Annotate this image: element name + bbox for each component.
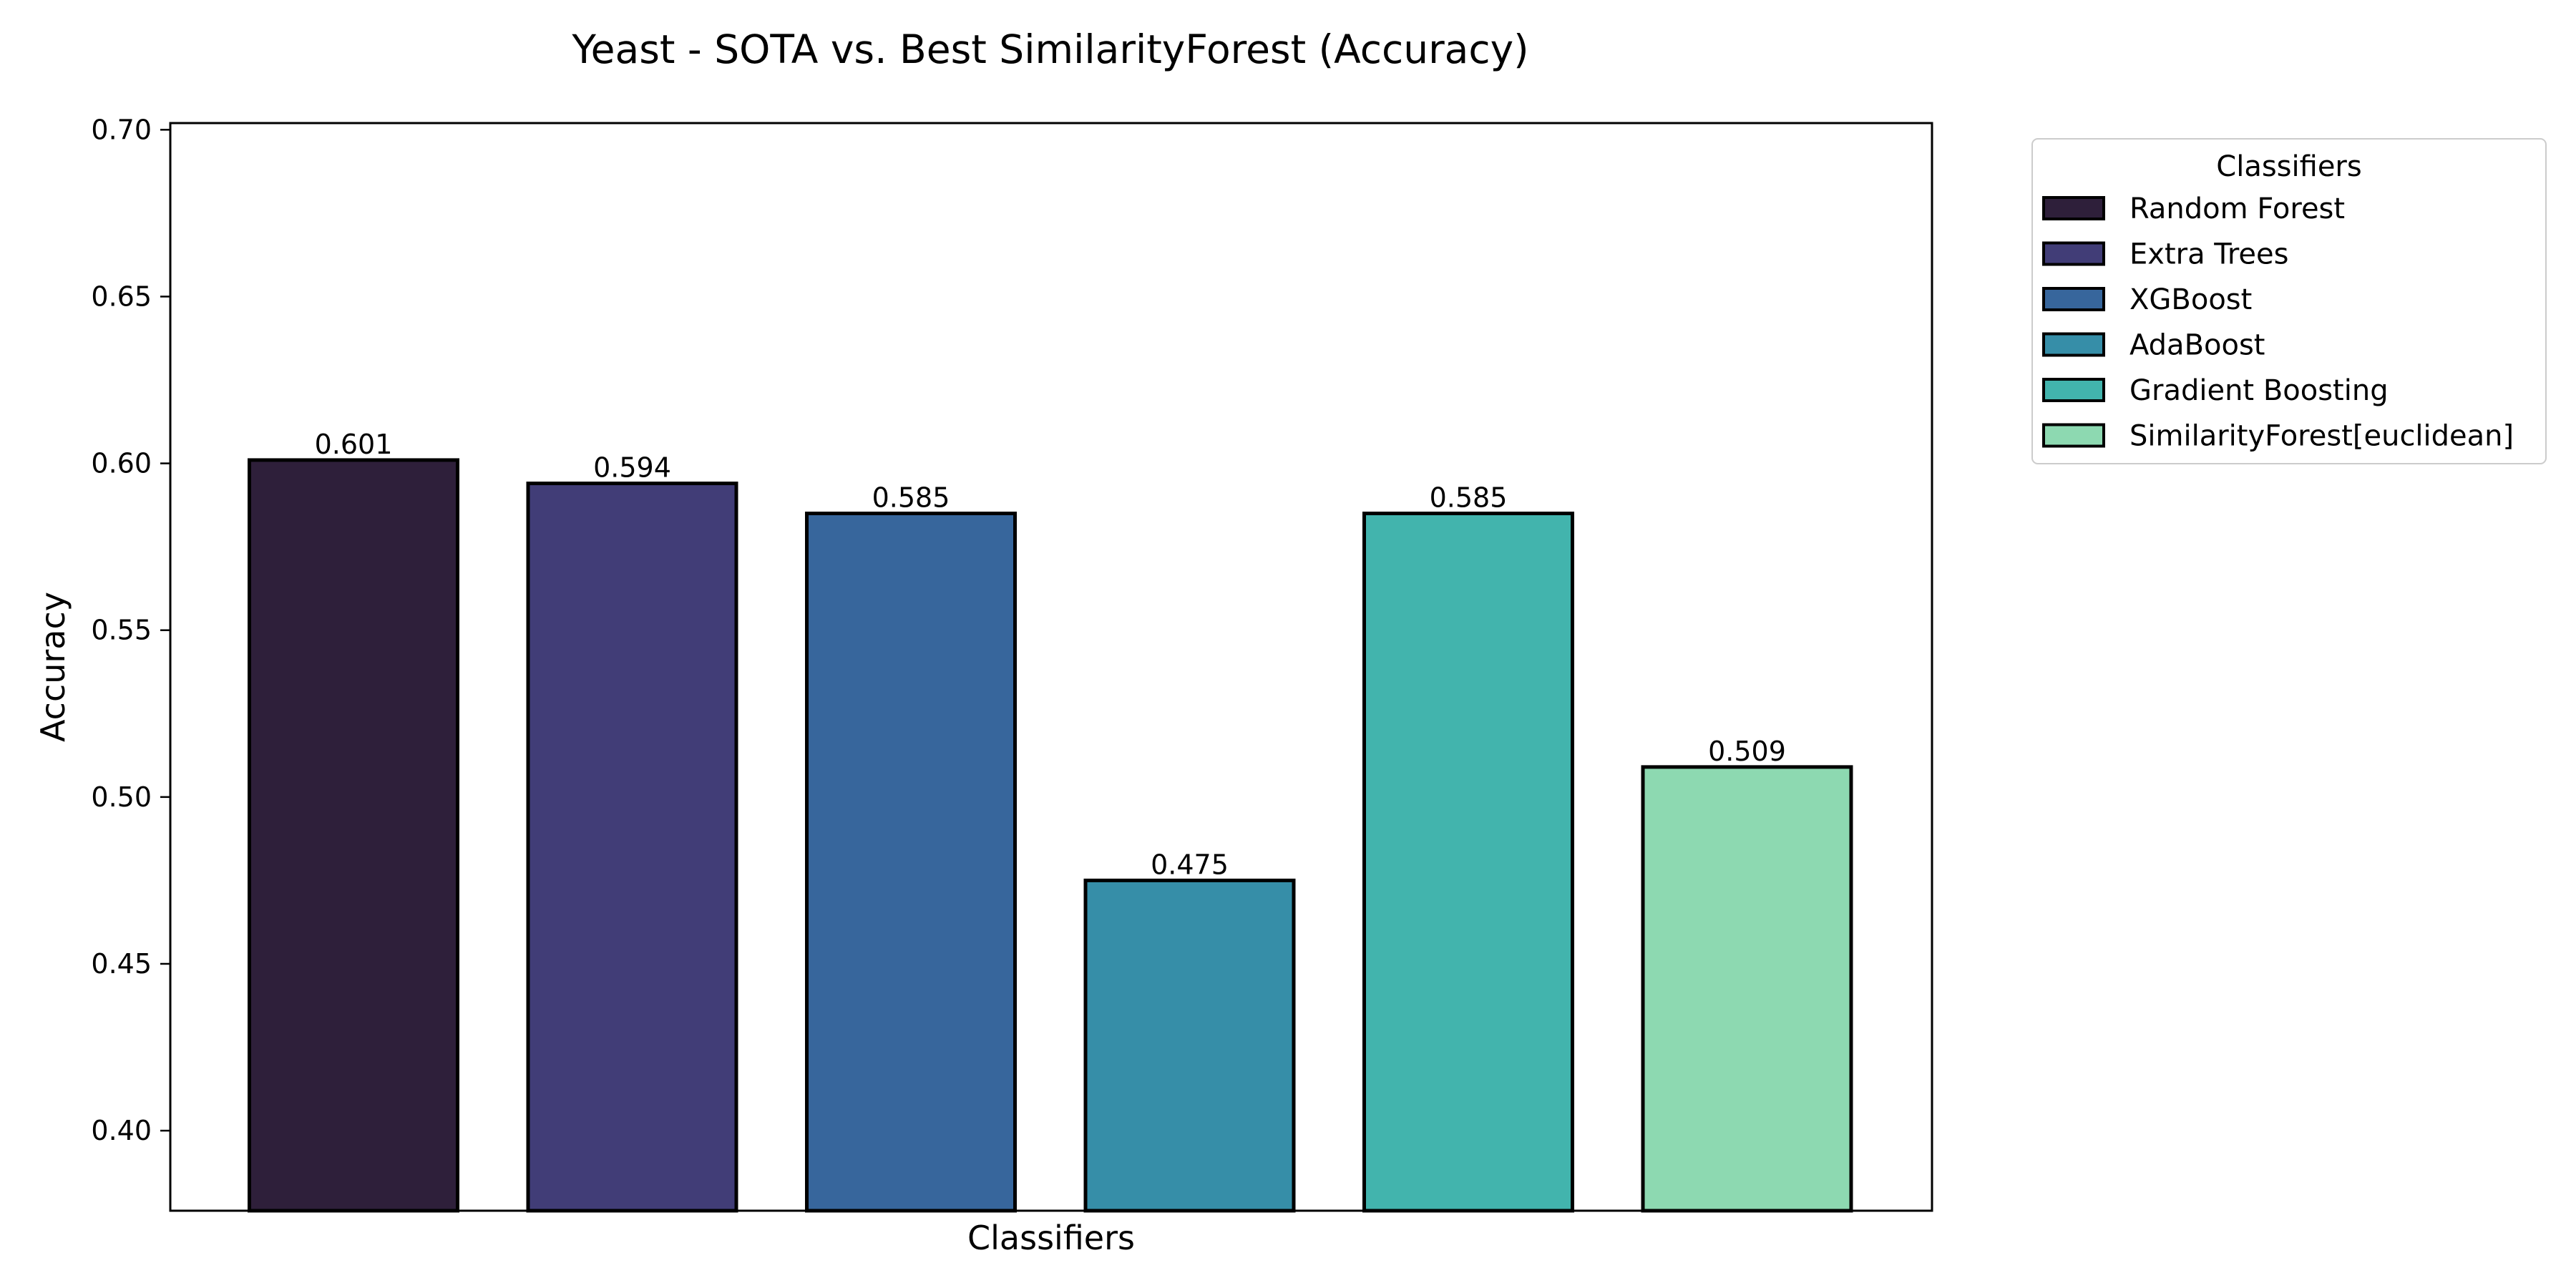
bar-gradient-boosting: [1362, 512, 1574, 1213]
bar-extra-trees: [526, 482, 738, 1213]
bar-similarityforest-euclidean: [1641, 765, 1853, 1213]
y-tick-label: 0.45: [91, 948, 152, 980]
bar-random-forest: [248, 458, 459, 1213]
y-tick-label: 0.55: [91, 615, 152, 646]
bar-adaboost: [1083, 878, 1296, 1213]
y-axis-title: Accuracy: [34, 592, 72, 742]
bar-value-label: 0.601: [315, 429, 393, 460]
legend-swatch: [2042, 196, 2105, 220]
y-tick-label: 0.65: [91, 280, 152, 312]
chart-title: Yeast - SOTA vs. Best SimilarityForest (…: [571, 26, 1528, 72]
y-tick-label: 0.60: [91, 448, 152, 479]
legend-swatch: [2042, 378, 2105, 402]
legend-label: Random Forest: [2129, 192, 2345, 225]
legend-items: Random Forest Extra Trees XGBoost AdaBoost G…: [2042, 192, 2514, 453]
legend-box: [2031, 138, 2547, 464]
legend-swatch: [2042, 332, 2105, 357]
bar-value-label: 0.475: [1151, 849, 1229, 880]
bar-value-label: 0.585: [1430, 482, 1508, 514]
legend-swatch: [2042, 423, 2105, 448]
legend-title: Classifiers: [2216, 150, 2361, 183]
value-labels-layer: 0.601 0.594 0.585 0.475 0.585 0.509: [315, 429, 1786, 880]
legend-label: AdaBoost: [2129, 329, 2265, 362]
bars-layer: [248, 458, 1853, 1213]
legend: Classifiers Random Forest Extra Trees XGBo…: [2031, 138, 2547, 464]
bar-xgboost: [805, 512, 1017, 1213]
y-tick-label: 0.40: [91, 1115, 152, 1146]
legend-swatch: [2042, 287, 2105, 311]
x-axis-title: Classifiers: [967, 1219, 1135, 1257]
y-tick-label: 0.50: [91, 781, 152, 813]
legend-label: Gradient Boosting: [2129, 374, 2389, 407]
bar-value-label: 0.594: [593, 452, 671, 484]
legend-label: Extra Trees: [2129, 238, 2288, 271]
y-tick-label: 0.70: [91, 114, 152, 145]
legend-label: XGBoost: [2129, 283, 2252, 316]
bar-value-label: 0.585: [872, 482, 950, 514]
legend-label: SimilarityForest[euclidean]: [2129, 420, 2514, 453]
plot-frame: [169, 122, 1933, 1212]
legend-swatch: [2042, 241, 2105, 266]
y-axis: 0.40 0.45 0.50 0.55 0.60 0.65 0.70: [91, 114, 170, 1146]
bar-value-label: 0.509: [1708, 736, 1786, 767]
